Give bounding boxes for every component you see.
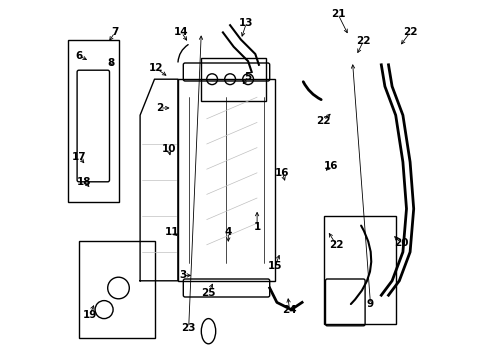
- Text: 22: 22: [402, 27, 416, 37]
- Text: 5: 5: [244, 72, 251, 82]
- Text: 18: 18: [77, 177, 91, 187]
- Text: 8: 8: [107, 58, 115, 68]
- Text: 14: 14: [174, 27, 188, 37]
- Text: 10: 10: [162, 144, 176, 154]
- Text: 16: 16: [323, 161, 338, 171]
- Text: 24: 24: [282, 305, 296, 315]
- Text: 25: 25: [201, 288, 215, 298]
- Text: 4: 4: [224, 227, 231, 237]
- Text: 1: 1: [253, 222, 260, 232]
- Text: 13: 13: [239, 18, 253, 28]
- Text: 6: 6: [75, 51, 82, 61]
- Text: 23: 23: [181, 323, 196, 333]
- Text: 9: 9: [366, 299, 373, 309]
- Text: 12: 12: [149, 63, 163, 73]
- Text: 2: 2: [156, 103, 163, 113]
- Text: 22: 22: [316, 116, 330, 126]
- Text: 11: 11: [165, 227, 180, 237]
- Bar: [323, 216, 395, 324]
- Text: 16: 16: [274, 168, 289, 178]
- Text: 15: 15: [267, 261, 282, 271]
- Bar: [201, 58, 265, 101]
- Text: 7: 7: [111, 27, 119, 37]
- Text: 17: 17: [71, 152, 86, 162]
- Bar: [79, 241, 154, 338]
- Text: 3: 3: [179, 270, 186, 280]
- Text: 19: 19: [82, 310, 97, 320]
- Text: 21: 21: [330, 9, 345, 19]
- Bar: [178, 79, 275, 281]
- Text: 22: 22: [355, 36, 370, 46]
- Text: 22: 22: [328, 240, 343, 250]
- Text: 20: 20: [393, 238, 407, 248]
- Bar: [68, 40, 118, 202]
